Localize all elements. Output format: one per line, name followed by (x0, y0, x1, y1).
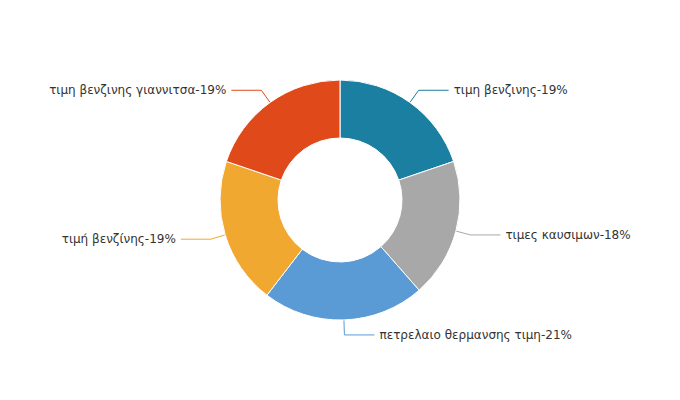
svg-text:τιμη βενζινης-19%: τιμη βενζινης-19% (454, 83, 568, 97)
svg-text:πετρελαιο θερμανσης τιμη-21%: πετρελαιο θερμανσης τιμη-21% (379, 328, 572, 342)
svg-text:τιμες καυσιμων-18%: τιμες καυσιμων-18% (505, 228, 630, 242)
svg-text:τιμη βενζινης γιαννιτσα-19%: τιμη βενζινης γιαννιτσα-19% (49, 83, 226, 97)
svg-text:τιμή βενζίνης-19%: τιμή βενζίνης-19% (62, 232, 176, 246)
